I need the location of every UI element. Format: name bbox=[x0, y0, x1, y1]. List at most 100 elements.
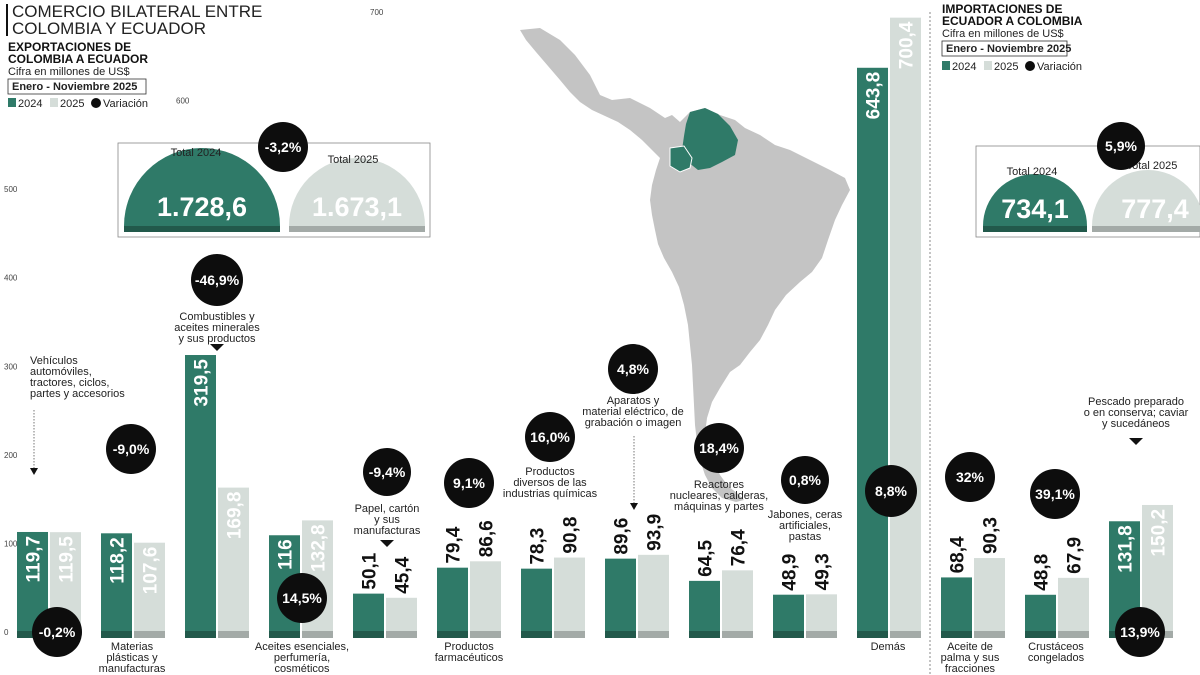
bar-2024 bbox=[773, 594, 804, 638]
y-tick-label: 600 bbox=[176, 97, 190, 106]
bar-2024-base bbox=[269, 631, 300, 638]
bar-2024-base bbox=[101, 631, 132, 638]
category-label: Productos bbox=[444, 641, 494, 653]
value-label-2025: 90,8 bbox=[561, 517, 582, 554]
bar-2024-base bbox=[353, 631, 384, 638]
bar-2025-base bbox=[302, 631, 333, 638]
category-label: Pescado preparado bbox=[1088, 396, 1184, 408]
category-label: congelados bbox=[1028, 652, 1085, 664]
right-subtitle-line-1: IMPORTACIONES DE bbox=[942, 2, 1062, 16]
bar-2025-base bbox=[890, 631, 921, 638]
category-label: Jabones, ceras bbox=[768, 509, 843, 521]
category-label: Aceites esenciales, bbox=[255, 641, 349, 653]
value-label-2024: 50,1 bbox=[360, 552, 381, 589]
category-label: pastas bbox=[789, 531, 822, 543]
left-legend-2025-swatch bbox=[50, 98, 58, 107]
value-label-2024: 643,8 bbox=[864, 72, 885, 120]
value-label-2025: 700,4 bbox=[897, 21, 918, 69]
category-label: industrias químicas bbox=[503, 488, 598, 500]
category-label: fracciones bbox=[945, 663, 996, 675]
variation-value: 39,1% bbox=[1035, 486, 1075, 502]
left-legend-variation-dot bbox=[91, 98, 101, 108]
bar-2025 bbox=[638, 554, 669, 638]
category-label: Materias bbox=[111, 641, 154, 653]
variation-value: -9,4% bbox=[369, 464, 406, 480]
variation-value: 8,8% bbox=[875, 483, 907, 499]
value-label-2025: 76,4 bbox=[729, 529, 750, 566]
value-label-2025: 169,8 bbox=[225, 492, 246, 540]
right-total-variation-value: 5,9% bbox=[1105, 138, 1137, 154]
left-legend-2024: 2024 bbox=[18, 98, 42, 110]
bar-2024-base bbox=[185, 631, 216, 638]
bars: 119,7 119,5 118,2 107,6 319,5 169,8 116 132,8 50… bbox=[17, 17, 1173, 639]
category-label: y sus productos bbox=[178, 333, 256, 345]
category-label: o en conserva; caviar bbox=[1084, 407, 1189, 419]
variation-value: 14,5% bbox=[282, 590, 322, 606]
pointer-arrow bbox=[630, 503, 638, 510]
bar-2025 bbox=[134, 542, 165, 638]
variation-badge bbox=[277, 573, 327, 623]
variation-badge bbox=[1030, 469, 1080, 519]
bar-2024-base bbox=[689, 631, 720, 638]
value-label-2024: 131,8 bbox=[1116, 525, 1137, 573]
variation-badge bbox=[945, 452, 995, 502]
value-label-2025: 67,9 bbox=[1065, 537, 1086, 574]
category-label: artificiales, bbox=[779, 520, 831, 532]
variation-value: -9,0% bbox=[113, 441, 150, 457]
category-label: partes y accesorios bbox=[30, 388, 125, 400]
bar-2024-base bbox=[1025, 631, 1056, 638]
value-label-2024: 68,4 bbox=[948, 536, 969, 573]
category-label: Crustáceos bbox=[1028, 641, 1084, 653]
total-2024-base bbox=[124, 226, 280, 232]
left-totals-box: Total 2024 1.728,6 Total 2025 1.673,1 -3… bbox=[117, 122, 431, 238]
value-label-2025: 86,6 bbox=[477, 520, 498, 557]
right-total-variation-badge bbox=[1097, 122, 1145, 170]
colombia-map-shape bbox=[682, 108, 738, 170]
bar-2024 bbox=[185, 355, 216, 638]
category-label: plásticas y bbox=[106, 652, 158, 664]
title-marker bbox=[6, 4, 8, 36]
left-subtitle-line-1: EXPORTACIONES DE bbox=[8, 40, 131, 54]
bar-2025 bbox=[974, 558, 1005, 638]
bar-2024 bbox=[857, 67, 888, 638]
category-label: perfumería, bbox=[274, 652, 330, 664]
bar-2024 bbox=[689, 580, 720, 638]
right-period-box bbox=[941, 40, 1068, 57]
bar-2025-base bbox=[806, 631, 837, 638]
left-legend-2025: 2025 bbox=[60, 98, 84, 110]
variation-value: 4,8% bbox=[617, 361, 649, 377]
right-legend-2025: 2025 bbox=[994, 61, 1018, 73]
total-variation-badge bbox=[258, 122, 308, 172]
left-legend-2024-swatch bbox=[8, 98, 16, 107]
bar-2024 bbox=[101, 533, 132, 638]
header: COMERCIO BILATERAL ENTRE COLOMBIA Y ECUA… bbox=[6, 2, 262, 38]
bar-2025-base bbox=[386, 631, 417, 638]
bar-2025 bbox=[890, 17, 921, 639]
left-period-box bbox=[7, 78, 147, 95]
value-label-2025: 49,3 bbox=[813, 553, 834, 590]
variation-value: 13,9% bbox=[1120, 624, 1160, 640]
bar-2024-base bbox=[437, 631, 468, 638]
right-total-2025-dome bbox=[1092, 170, 1200, 226]
bar-2025 bbox=[470, 561, 501, 638]
bar-2025-base bbox=[974, 631, 1005, 638]
variation-badge bbox=[191, 254, 243, 306]
value-label-2025: 45,4 bbox=[393, 556, 414, 593]
total-2024-label: Total 2024 bbox=[171, 147, 222, 159]
category-label: material eléctrico, de bbox=[582, 406, 684, 418]
variation-badge bbox=[106, 424, 156, 474]
ecuador-map-shape bbox=[669, 145, 693, 173]
bar-2025-base bbox=[218, 631, 249, 638]
variation-value: -0,2% bbox=[39, 624, 76, 640]
value-label-2025: 119,5 bbox=[57, 536, 78, 583]
variation-value: 18,4% bbox=[699, 440, 739, 456]
y-tick-label: 0 bbox=[4, 628, 9, 637]
right-total-2025-value: 777,4 bbox=[1121, 194, 1189, 224]
right-total-2025-label: Total 2025 bbox=[1127, 160, 1178, 172]
right-legend-2024-swatch bbox=[942, 61, 950, 70]
total-2024-dome bbox=[124, 148, 280, 226]
pointer-arrow bbox=[30, 468, 38, 475]
left-period: Enero - Noviembre 2025 bbox=[12, 81, 137, 93]
value-label-2025: 90,3 bbox=[981, 517, 1002, 554]
value-label-2025: 150,2 bbox=[1149, 509, 1170, 557]
